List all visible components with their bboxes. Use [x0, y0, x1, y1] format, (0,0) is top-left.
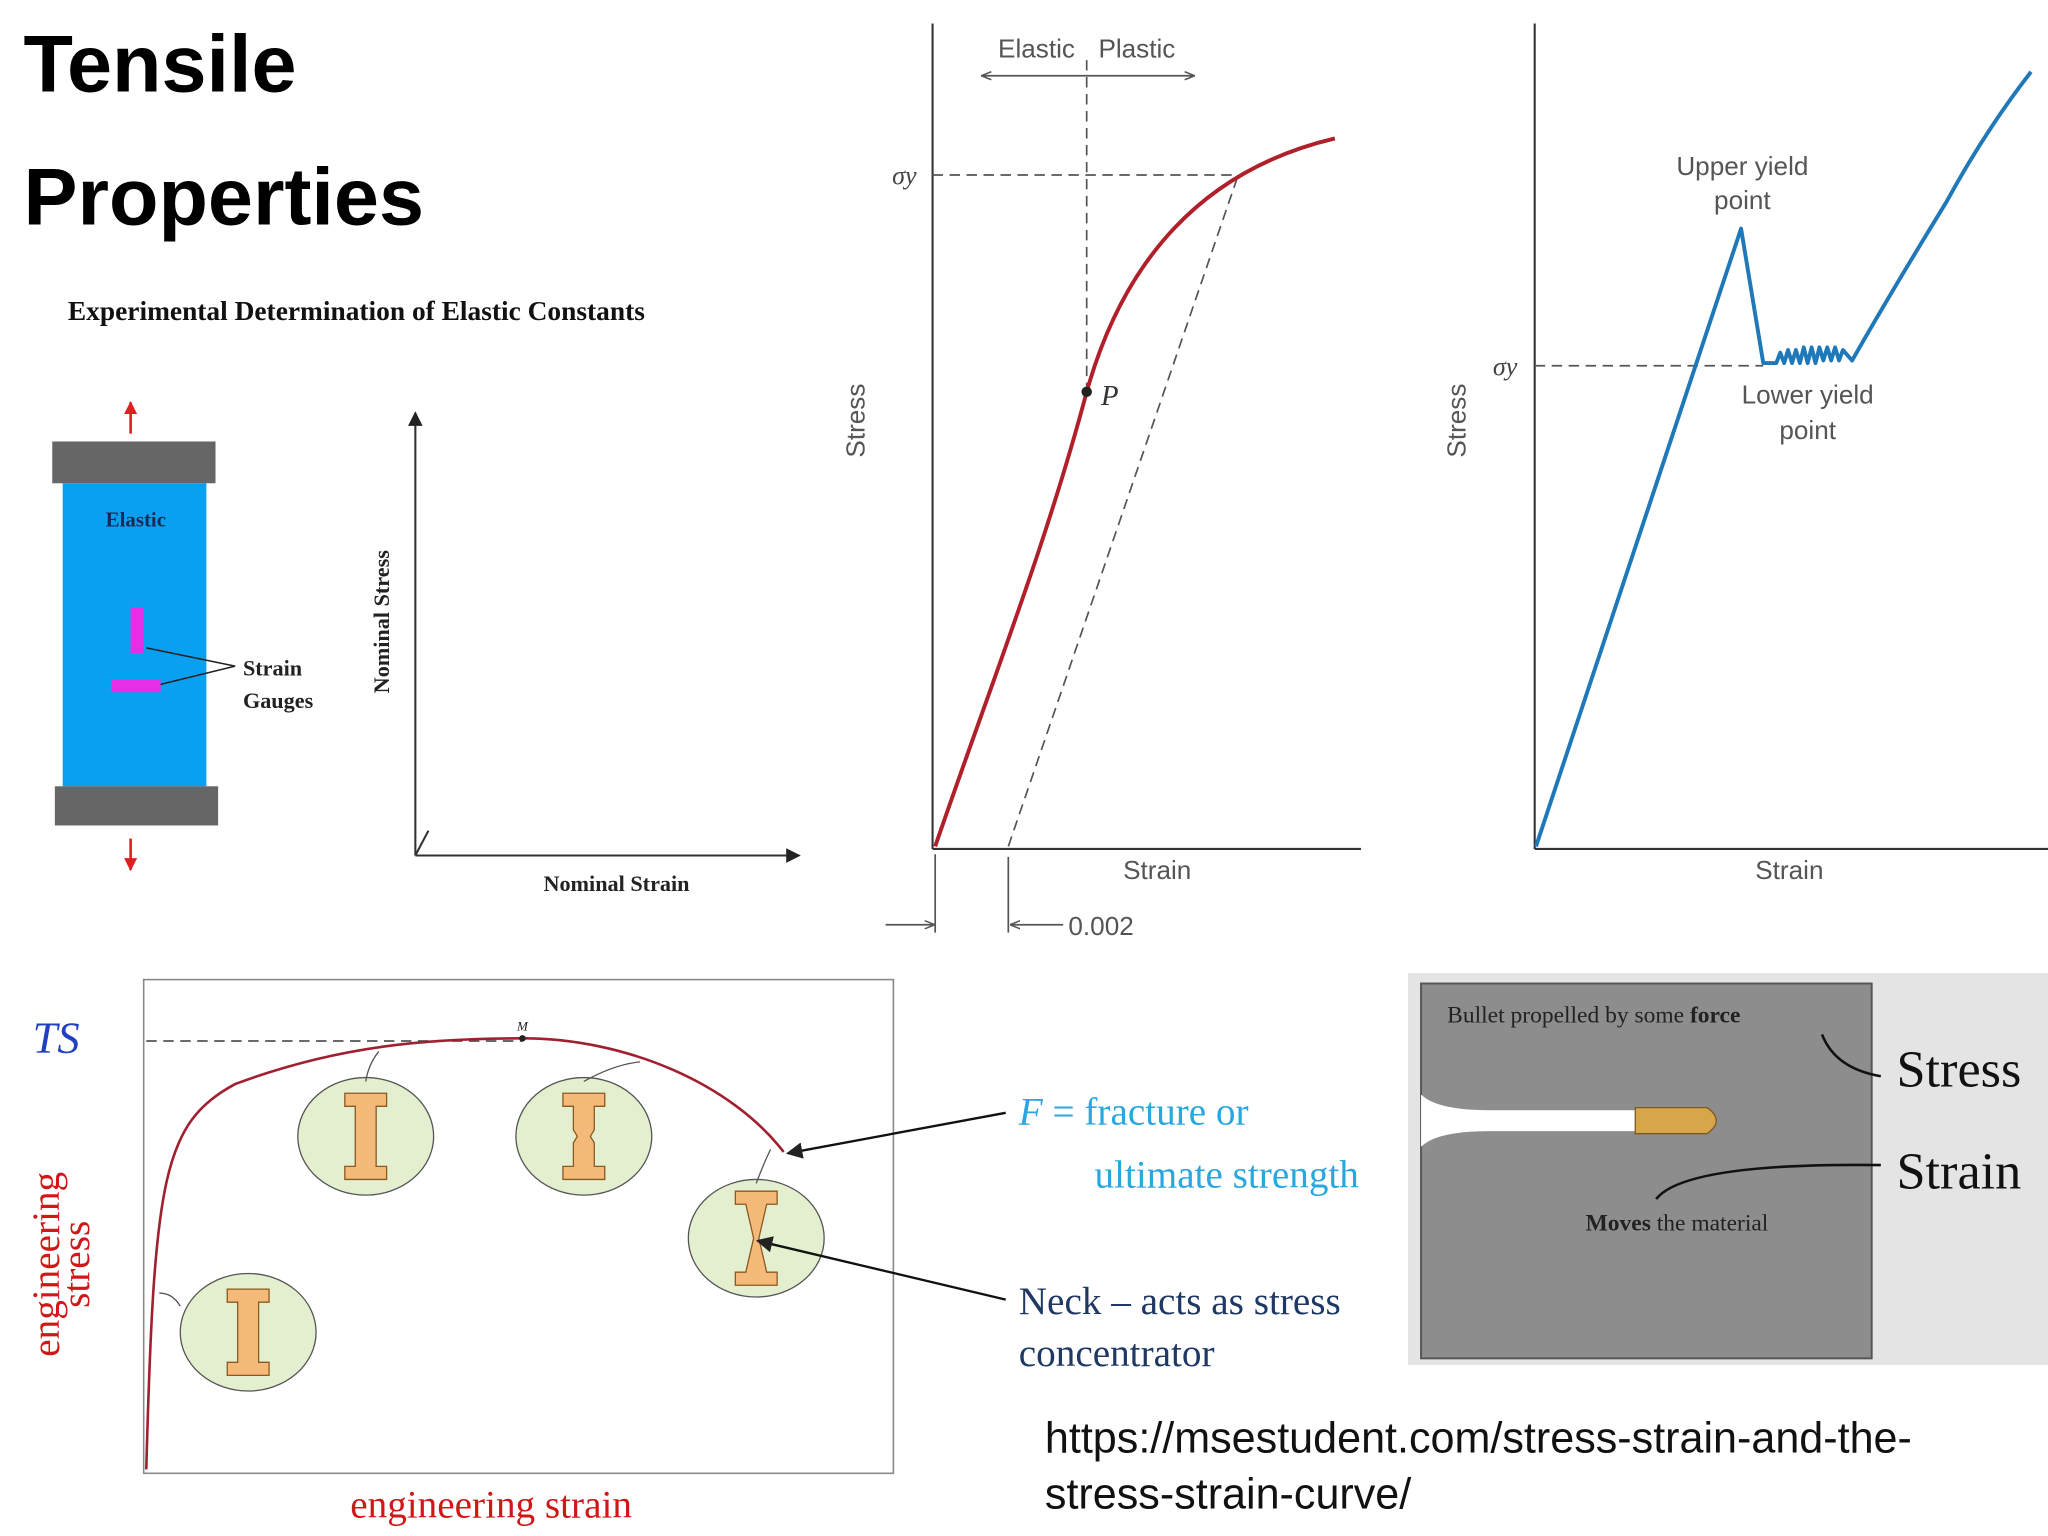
yield-symbol: σy — [892, 161, 917, 190]
stage — [179, 1272, 317, 1392]
axis-tick — [414, 830, 430, 856]
neck-label: concentrator — [1019, 1332, 1215, 1375]
source-url: stress-strain-curve/ — [1045, 1471, 1411, 1519]
x-axis-label: Strain — [1755, 855, 1823, 885]
gauge-label: Strain — [243, 655, 302, 680]
source-url: https://msestudent.com/stress-strain-and… — [1045, 1414, 1912, 1462]
stage — [687, 1178, 825, 1298]
caption-text: Bullet propelled by some — [1447, 1003, 1690, 1029]
fracture-label: ultimate strength — [1095, 1153, 1360, 1196]
point-label: P — [1100, 380, 1119, 412]
region-label: Elastic — [998, 33, 1075, 63]
title-line: Properties — [24, 153, 425, 243]
stress-strain-curve — [933, 136, 1336, 848]
bullet-path — [1421, 1094, 1640, 1147]
y-axis-label: stress — [55, 1221, 98, 1308]
stage-leaders — [159, 1051, 772, 1307]
moves-bold: Moves — [1586, 1210, 1651, 1236]
gauge-leader — [146, 647, 236, 686]
gauge-label: Gauges — [243, 688, 314, 713]
strain-gauge — [130, 607, 144, 654]
lower-yield-label: Lower yield — [1742, 380, 1874, 410]
material-block — [1420, 982, 1873, 1360]
x-axis-label: Strain — [1123, 855, 1191, 885]
region-label: Plastic — [1098, 33, 1175, 63]
grip — [52, 441, 216, 484]
max-point — [519, 1035, 526, 1042]
max-label: M — [516, 1019, 529, 1034]
specimen-label: Elastic — [106, 507, 166, 531]
proportional-point — [1081, 386, 1092, 398]
title-line: Tensile — [24, 19, 297, 109]
upper-yield-label: point — [1714, 185, 1771, 215]
fracture-label: F = fracture or — [1018, 1091, 1249, 1134]
strain-gauge — [111, 679, 161, 693]
offset-label: 0.002 — [1068, 911, 1133, 941]
fracture-arrow — [785, 1111, 1006, 1159]
stage — [297, 1076, 435, 1196]
moves-caption: Moves the material — [1586, 1210, 1769, 1236]
label-leaders — [1655, 1033, 1882, 1200]
upper-yield-label: Upper yield — [1676, 151, 1808, 181]
bullet — [1634, 1106, 1717, 1135]
panel-heading: Experimental Determination of Elastic Co… — [68, 296, 645, 326]
stage — [515, 1076, 653, 1196]
stress-strain-curve — [144, 1037, 785, 1470]
y-axis-label: Nominal Stress — [369, 550, 394, 694]
y-axis-label: Stress — [841, 384, 871, 458]
bullet-caption: Bullet propelled by some force — [1447, 1003, 1740, 1029]
neck-arrow — [755, 1236, 1006, 1301]
x-axis-label: Nominal Strain — [543, 871, 689, 896]
strain-label: Strain — [1896, 1143, 2021, 1201]
moves-text: the material — [1651, 1210, 1769, 1236]
specimen-stages — [159, 1051, 825, 1392]
stage-specimen — [344, 1092, 388, 1181]
y-axis-label: Stress — [1441, 384, 1471, 458]
lower-yield-label: point — [1779, 415, 1836, 445]
yield-symbol: σy — [1493, 352, 1518, 381]
ts-label: TS — [33, 1013, 80, 1063]
stage-specimen — [562, 1092, 606, 1181]
caption-bold: force — [1690, 1003, 1740, 1029]
grip — [54, 786, 219, 826]
stress-label: Stress — [1896, 1041, 2021, 1099]
fracture-text: = fracture or — [1043, 1091, 1249, 1134]
stage-specimen — [226, 1288, 270, 1376]
x-axis-label: engineering strain — [350, 1484, 632, 1527]
stress-strain-curve — [1534, 70, 2033, 847]
offset-line — [1007, 174, 1240, 847]
neck-label: Neck – acts as stress — [1019, 1280, 1341, 1323]
y-axis-label: engineering — [25, 1172, 68, 1357]
fracture-symbol: F — [1018, 1091, 1044, 1134]
